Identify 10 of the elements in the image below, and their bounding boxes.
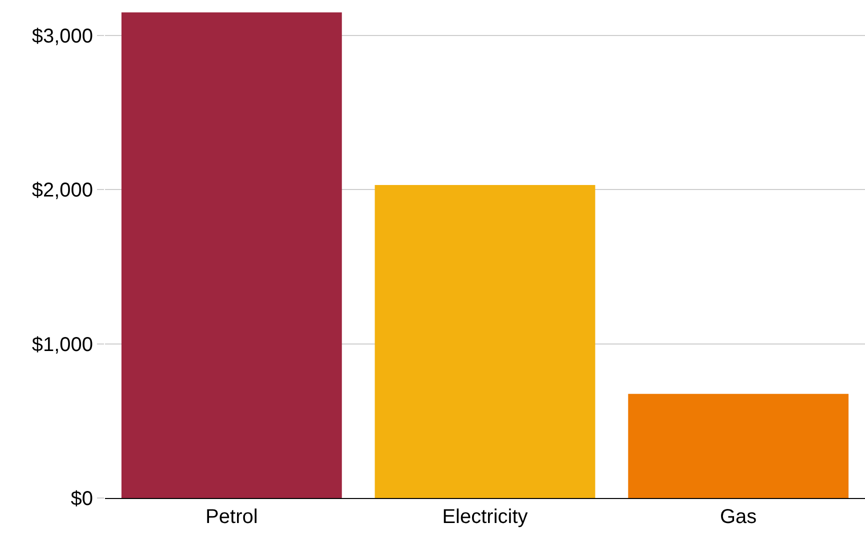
x-tick-label: Gas: [720, 506, 757, 528]
x-tick-label: Petrol: [206, 506, 258, 528]
y-tick-label: $0: [70, 488, 93, 510]
bar: [121, 12, 342, 498]
y-tick-label: $1,000: [32, 334, 93, 356]
x-tick-label: Electricity: [442, 506, 528, 528]
y-tick-label: $2,000: [32, 180, 93, 202]
bar: [628, 394, 849, 498]
y-tick-label: $3,000: [32, 25, 93, 48]
bar: [374, 185, 596, 498]
